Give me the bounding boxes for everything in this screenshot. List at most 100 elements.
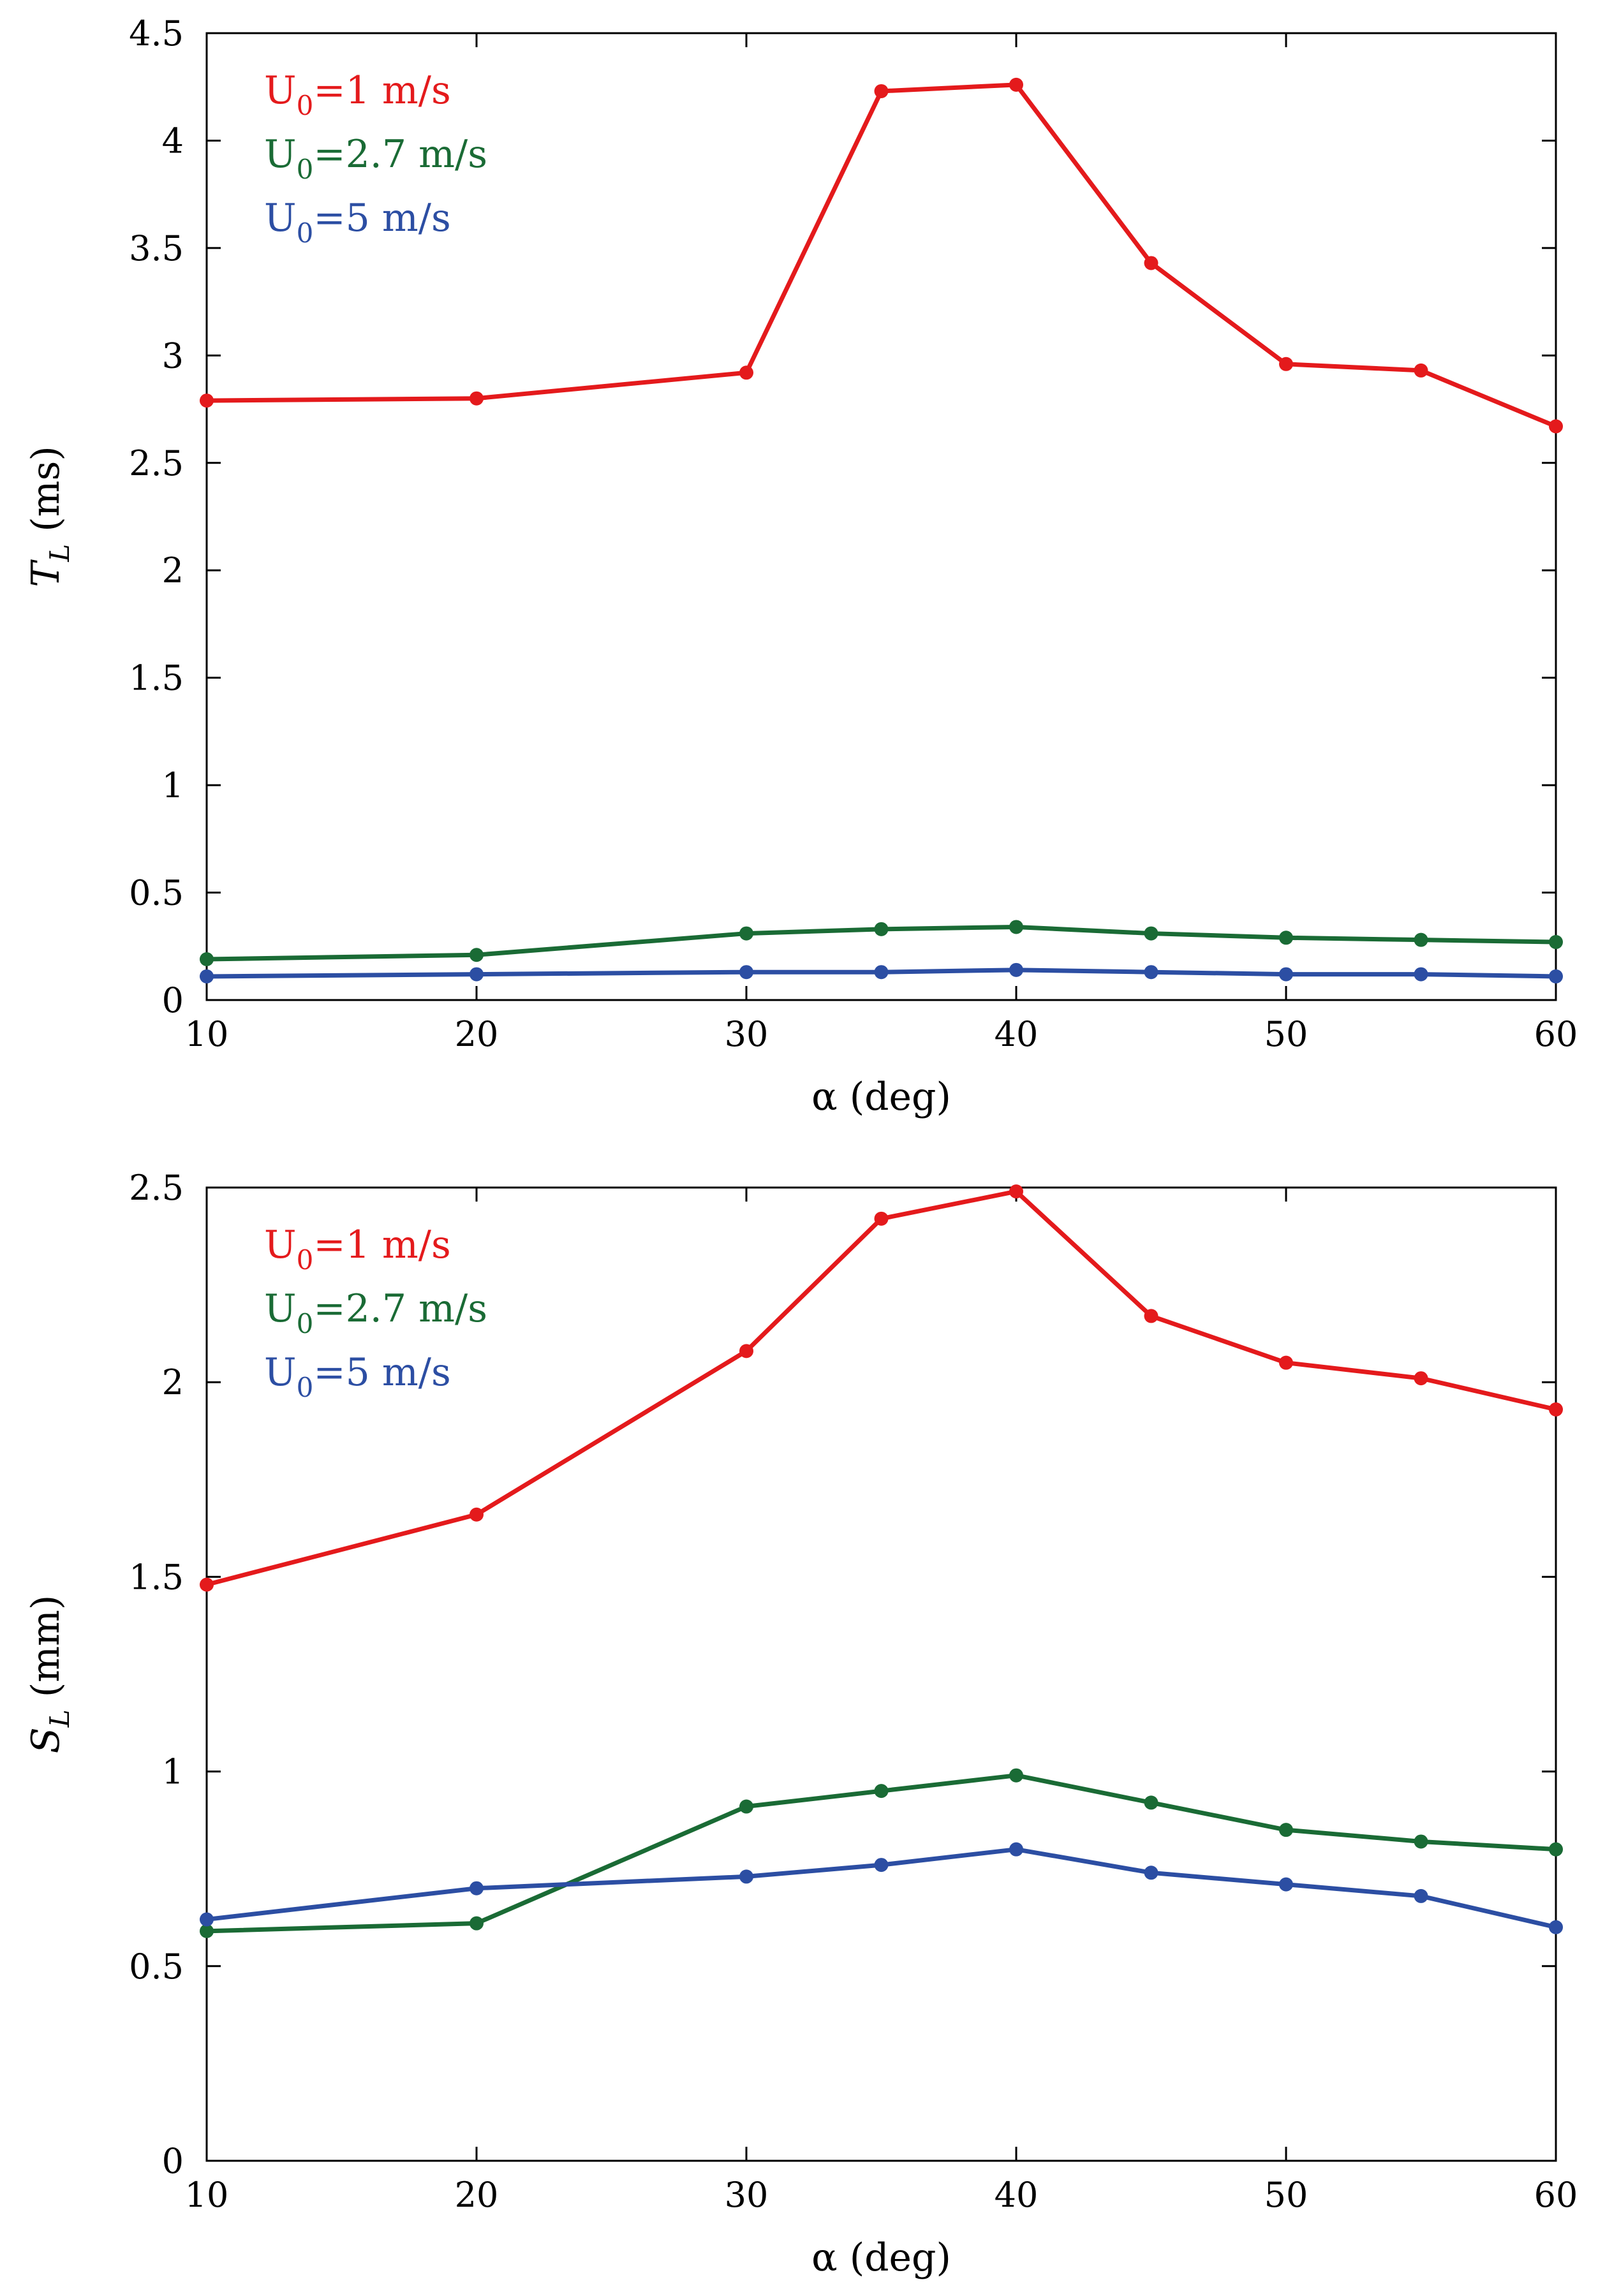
data-point <box>1144 1795 1158 1810</box>
data-point <box>874 922 889 936</box>
data-point <box>470 948 484 962</box>
data-point <box>1549 935 1563 950</box>
legend-sub: 0 <box>297 217 314 249</box>
data-point <box>200 1577 214 1592</box>
legend-main: U <box>264 1223 297 1267</box>
data-point <box>874 1211 889 1226</box>
data-point <box>200 1924 214 1938</box>
legend-rest: =1 m/s <box>313 68 450 113</box>
data-point <box>739 1799 753 1814</box>
legend-sub: 0 <box>297 1372 314 1403</box>
series-3 <box>200 1842 1563 1934</box>
x-tick-label: 40 <box>995 1014 1039 1054</box>
data-point <box>1549 1920 1563 1934</box>
data-point <box>1279 931 1293 945</box>
legend-entry: U0=5 m/s <box>264 196 451 249</box>
data-point <box>1279 1355 1293 1370</box>
data-point <box>1144 256 1158 270</box>
chart-panel-1: 10 20 30 40 50 60 0 0.5 1 1.5 2 2.5 3 3.5 4 4.5 α (deg) T… <box>24 13 1578 1119</box>
data-point <box>1144 965 1158 980</box>
data-point <box>470 1916 484 1931</box>
y-axis-unit: (mm) <box>24 1595 68 1710</box>
data-point <box>739 965 753 980</box>
y-tick-label: 0 <box>162 2141 184 2181</box>
data-point <box>1414 1834 1428 1849</box>
data-point <box>470 1507 484 1522</box>
data-point <box>874 84 889 98</box>
data-point <box>1279 967 1293 982</box>
data-point <box>1414 1371 1428 1386</box>
x-axis-label: α (deg) <box>811 2235 951 2280</box>
legend-main: U <box>264 68 297 113</box>
y-tick-label: 2.5 <box>129 443 184 483</box>
y-tick-label: 2 <box>162 1362 184 1402</box>
y-tick-label: 3 <box>162 335 184 376</box>
data-point <box>1549 969 1563 983</box>
x-tick-label: 60 <box>1534 1014 1578 1054</box>
data-point <box>1414 1888 1428 1903</box>
data-point <box>1549 1402 1563 1417</box>
y-tick-label: 0.5 <box>129 873 184 913</box>
x-axis-label: α (deg) <box>811 1075 951 1119</box>
legend-entry: U0=1 m/s <box>264 68 451 121</box>
y-tick-label: 0 <box>162 980 184 1020</box>
y-axis-subscript: L <box>44 1709 75 1728</box>
legend-sub: 0 <box>297 1308 314 1339</box>
series-line <box>204 1773 1558 1934</box>
data-point <box>739 365 753 380</box>
y-axis-symbol: T <box>24 559 68 587</box>
data-point <box>1279 357 1293 371</box>
data-point <box>874 965 889 980</box>
legend-entry: U0=5 m/s <box>264 1350 451 1403</box>
legend-main: U <box>264 1286 297 1331</box>
data-point <box>1009 1768 1023 1783</box>
legend: U0=1 m/sU0=2.7 m/sU0=5 m/s <box>264 1223 487 1403</box>
y-tick-label: 0.5 <box>129 1946 184 1987</box>
data-point <box>200 1912 214 1927</box>
y-axis-subscript: L <box>44 544 75 563</box>
y-tick-label: 2.5 <box>129 1168 184 1208</box>
data-point <box>739 1869 753 1884</box>
data-point <box>200 394 214 408</box>
y-axis-label: TL (ms) <box>24 446 75 587</box>
y-tick-label: 1.5 <box>129 658 184 698</box>
data-point <box>1279 1823 1293 1837</box>
y-axis-symbol: S <box>24 1727 68 1753</box>
x-tick-label: 60 <box>1534 2175 1578 2215</box>
x-tick-label: 10 <box>185 2175 229 2215</box>
y-tick-label: 1.5 <box>129 1557 184 1597</box>
legend-rest: =5 m/s <box>313 196 450 240</box>
data-point <box>1009 1842 1023 1857</box>
series-2 <box>200 1768 1563 1938</box>
data-point <box>1414 363 1428 378</box>
legend-rest: =5 m/s <box>313 1350 450 1395</box>
data-point <box>1009 77 1023 92</box>
legend-entry: U0=2.7 m/s <box>264 1286 487 1339</box>
y-tick-label: 4.5 <box>129 13 184 54</box>
y-tick-label: 2 <box>162 550 184 591</box>
legend-rest: =2.7 m/s <box>313 132 487 177</box>
legend-entry: U0=1 m/s <box>264 1223 451 1276</box>
legend-sub: 0 <box>297 90 314 121</box>
data-point <box>739 926 753 941</box>
data-point <box>1144 926 1158 941</box>
data-point <box>1009 920 1023 934</box>
y-axis-label: SL (mm) <box>24 1595 75 1754</box>
data-point <box>200 969 214 983</box>
x-tick-label: 20 <box>455 1014 499 1054</box>
y-tick-label: 3.5 <box>129 228 184 269</box>
data-point <box>1279 1877 1293 1892</box>
legend-rest: =2.7 m/s <box>313 1286 487 1331</box>
legend-sub: 0 <box>297 154 314 185</box>
y-tick-label: 4 <box>162 121 184 161</box>
data-point <box>874 1784 889 1799</box>
data-point <box>739 1344 753 1358</box>
data-point <box>470 391 484 406</box>
legend-entry: U0=2.7 m/s <box>264 132 487 185</box>
series-3 <box>200 962 1563 983</box>
legend-rest: =1 m/s <box>313 1223 450 1267</box>
legend: U0=1 m/sU0=2.7 m/sU0=5 m/s <box>264 68 487 249</box>
data-point <box>1009 962 1023 977</box>
